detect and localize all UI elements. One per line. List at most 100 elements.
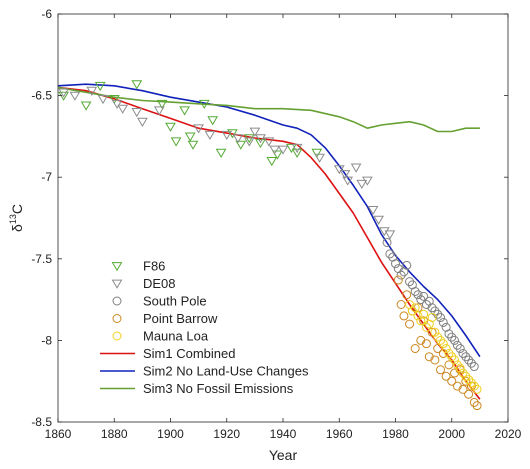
legend-label-de08: DE08 — [143, 276, 176, 291]
point-south_pole — [391, 259, 400, 269]
legend-label-f86: F86 — [143, 259, 165, 274]
x-axis-ticks: 1860 1880 1900 1920 1940 1960 1980 2000 2020 — [45, 14, 522, 441]
x-tick-label: 2000 — [438, 427, 465, 441]
point-f86 — [131, 80, 143, 90]
point-f86 — [80, 101, 92, 111]
legend-swatch-de08 — [111, 279, 123, 289]
point-de08 — [378, 227, 390, 237]
point-f86 — [94, 81, 106, 92]
point-south_pole — [410, 286, 420, 296]
point-f86 — [165, 122, 176, 132]
point-de08 — [69, 91, 81, 101]
point-f86 — [187, 140, 199, 150]
point-de08 — [384, 230, 396, 240]
point-point_barrow — [461, 376, 471, 386]
plot-frame — [57, 13, 509, 423]
point-de08 — [97, 95, 109, 105]
point-south_pole — [464, 355, 474, 365]
line-sim2 — [57, 83, 481, 358]
point-mauna_loa — [469, 381, 479, 391]
point-de08 — [111, 99, 123, 109]
point-f86 — [255, 139, 266, 149]
legend-swatch-f86 — [111, 262, 123, 272]
point-f86 — [198, 99, 210, 109]
point-mauna_loa — [407, 306, 417, 316]
y-axis-ticks: -8.5 -8 -7.5 -7 -6.5 -6 — [31, 7, 508, 429]
x-tick-label: 1900 — [157, 427, 184, 441]
point-de08 — [373, 215, 384, 225]
point-f86 — [207, 116, 219, 126]
point-point_barrow — [402, 290, 412, 300]
point-south_pole — [402, 260, 412, 270]
point-f86 — [108, 95, 120, 105]
legend-swatch-point_barrow — [112, 314, 122, 323]
point-mauna_loa — [438, 339, 448, 349]
point-de08 — [367, 206, 379, 216]
point-f86 — [58, 91, 69, 101]
point-south_pole — [396, 270, 406, 280]
point-south_pole — [405, 277, 415, 287]
point-point_barrow — [441, 371, 451, 381]
y-axis-label: δ13C — [8, 204, 25, 232]
point-point_barrow — [447, 376, 457, 386]
point-south_pole — [427, 303, 437, 313]
line-sim3 — [57, 86, 480, 133]
point-mauna_loa — [464, 375, 474, 385]
point-de08 — [232, 134, 244, 144]
y-tick-label: -6 — [41, 7, 52, 21]
point-de08 — [356, 179, 368, 189]
point-de08 — [263, 137, 275, 147]
legend-label-mauna_loa: Mauna Loa — [143, 329, 209, 344]
y-tick-label: -7.5 — [31, 252, 52, 266]
point-de08 — [249, 127, 261, 137]
point-south_pole — [438, 317, 448, 327]
point-de08 — [342, 176, 354, 186]
x-tick-label: 1980 — [382, 427, 409, 441]
point-f86 — [286, 143, 297, 154]
point-point_barrow — [410, 344, 420, 354]
point-de08 — [131, 108, 143, 118]
y-axis-label-rest: C — [9, 204, 25, 214]
legend-label-sim3: Sim3 No Fossil Emissions — [143, 381, 294, 396]
point-point_barrow — [469, 397, 479, 407]
point-f86 — [170, 137, 182, 147]
point-south_pole — [450, 335, 460, 345]
point-south_pole — [382, 237, 392, 247]
x-tick-label: 1880 — [101, 427, 128, 441]
x-tick-label: 1860 — [45, 427, 72, 441]
point-mauna_loa — [421, 322, 431, 332]
point-mauna_loa — [436, 335, 445, 345]
point-de08 — [243, 137, 255, 147]
y-axis-label-sup: 13 — [8, 214, 18, 224]
y-tick-label: -6.5 — [31, 89, 52, 103]
x-tick-label: 1960 — [326, 427, 353, 441]
legend-label-point_barrow: Point Barrow — [143, 311, 218, 326]
point-south_pole — [452, 340, 462, 350]
point-de08 — [255, 134, 266, 144]
point-south_pole — [458, 348, 468, 358]
point-south_pole — [461, 352, 471, 362]
point-mauna_loa — [455, 363, 465, 373]
point-point_barrow — [438, 348, 448, 358]
point-de08 — [153, 106, 165, 116]
point-mauna_loa — [458, 368, 468, 378]
point-f86 — [184, 132, 196, 142]
y-tick-label: -7 — [41, 170, 52, 184]
point-south_pole — [469, 362, 479, 372]
x-tick-label: 1920 — [213, 427, 240, 441]
point-f86 — [243, 134, 255, 144]
point-south_pole — [455, 344, 465, 354]
point-mauna_loa — [427, 313, 437, 323]
legend-label-sim2: Sim2 No Land-Use Changes — [143, 364, 309, 379]
point-mauna_loa — [419, 309, 429, 319]
point-point_barrow — [458, 384, 468, 394]
y-tick-label: -8.5 — [31, 415, 52, 429]
point-mauna_loa — [441, 344, 451, 354]
x-tick-label: 2020 — [495, 427, 522, 441]
point-de08 — [58, 88, 69, 98]
point-de08 — [291, 143, 303, 154]
point-point_barrow — [472, 401, 482, 411]
point-mauna_loa — [410, 303, 420, 313]
point-de08 — [350, 163, 362, 173]
point-f86 — [235, 140, 247, 150]
